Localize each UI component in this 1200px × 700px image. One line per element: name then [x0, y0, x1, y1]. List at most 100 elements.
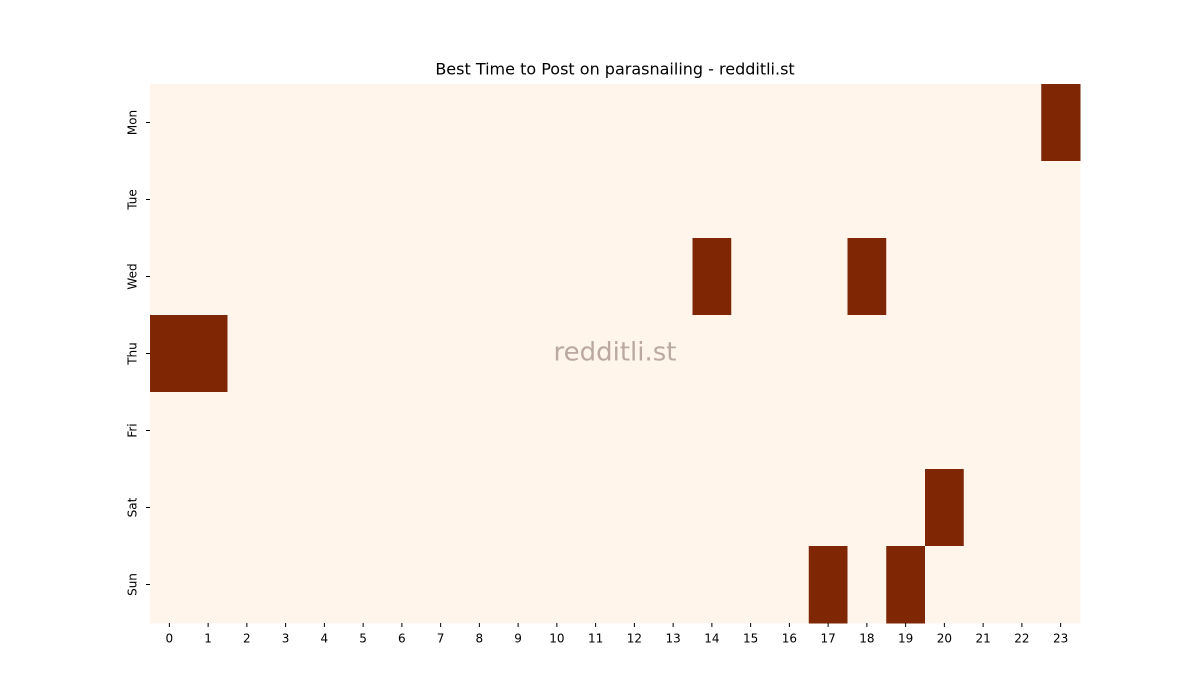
heatmap-cell: [227, 392, 267, 470]
heatmap-cell: [1002, 161, 1042, 239]
heatmap-cell: [692, 469, 732, 547]
heatmap-cell: [576, 469, 616, 547]
heatmap-cell: [498, 392, 538, 470]
heatmap-cell: [498, 315, 538, 393]
heatmap-cell: [188, 161, 228, 239]
heatmap-cell: [188, 238, 228, 316]
x-tick-label: 16: [782, 632, 797, 646]
heatmap-cell: [847, 546, 887, 624]
heatmap-cell: [1041, 469, 1081, 547]
heatmap-cell: [537, 546, 577, 624]
x-tick-label: 14: [704, 632, 719, 646]
heatmap-cell: [227, 469, 267, 547]
x-tick-label: 12: [627, 632, 642, 646]
heatmap-cell: [1002, 392, 1042, 470]
x-tick-label: 13: [665, 632, 680, 646]
heatmap-cell: [615, 238, 655, 316]
heatmap-cell: [731, 469, 771, 547]
heatmap-cell: [963, 84, 1003, 162]
heatmap-cell: [847, 315, 887, 393]
heatmap-cell: [615, 315, 655, 393]
heatmap-cell: [1041, 546, 1081, 624]
heatmap-cell: [653, 546, 693, 624]
heatmap-cell: [770, 161, 810, 239]
heatmap-cell: [537, 315, 577, 393]
heatmap-cell: [808, 392, 848, 470]
heatmap-cell: [963, 238, 1003, 316]
heatmap-cell: [653, 238, 693, 316]
heatmap-cell: [382, 238, 422, 316]
heatmap-cell: [692, 238, 732, 316]
heatmap-cell: [576, 546, 616, 624]
heatmap-cell: [731, 546, 771, 624]
watermark: redditli.st: [554, 338, 677, 368]
heatmap-cell: [227, 84, 267, 162]
y-tick-label: Sat: [126, 497, 140, 517]
heatmap-cell: [305, 161, 345, 239]
heatmap-cell: [963, 161, 1003, 239]
x-tick-label: 8: [476, 632, 484, 646]
heatmap-cell: [925, 546, 965, 624]
heatmap-cell: [188, 392, 228, 470]
heatmap-cell: [886, 84, 926, 162]
heatmap-cell: [460, 469, 500, 547]
heatmap-cell: [421, 315, 461, 393]
x-tick-label: 5: [359, 632, 367, 646]
x-tick-label: 19: [898, 632, 913, 646]
heatmap-cell: [460, 84, 500, 162]
heatmap-cell: [770, 84, 810, 162]
heatmap-cell: [382, 84, 422, 162]
heatmap-cell: [963, 315, 1003, 393]
heatmap-cell: [886, 238, 926, 316]
heatmap-cell: [460, 161, 500, 239]
heatmap-cell: [227, 315, 267, 393]
heatmap-cell: [731, 238, 771, 316]
heatmap-cell: [421, 392, 461, 470]
heatmap-cell: [925, 238, 965, 316]
chart-title: Best Time to Post on parasnailing - redd…: [435, 60, 794, 79]
heatmap-cell: [305, 84, 345, 162]
heatmap-cell: [1041, 392, 1081, 470]
heatmap-cell: [421, 546, 461, 624]
heatmap-cell: [343, 546, 383, 624]
heatmap-cell: [188, 469, 228, 547]
heatmap-cell: [925, 161, 965, 239]
heatmap-cell: [343, 84, 383, 162]
heatmap-cell: [498, 161, 538, 239]
heatmap-cell: [808, 161, 848, 239]
heatmap-cell: [770, 315, 810, 393]
heatmap-cell: [847, 392, 887, 470]
heatmap-cell: [963, 546, 1003, 624]
heatmap-cell: [266, 84, 306, 162]
x-tick-label: 18: [859, 632, 874, 646]
heatmap-cell: [653, 392, 693, 470]
heatmap-cell: [498, 238, 538, 316]
heatmap-cell: [576, 238, 616, 316]
x-tick-label: 22: [1014, 632, 1029, 646]
heatmap-cell: [343, 469, 383, 547]
heatmap-cell: [576, 161, 616, 239]
heatmap-cell: [227, 238, 267, 316]
heatmap-cell: [537, 161, 577, 239]
heatmap-cell: [498, 84, 538, 162]
heatmap-cell: [808, 546, 848, 624]
heatmap-cell: [150, 315, 190, 393]
heatmap-cell: [421, 238, 461, 316]
x-tick-label: 7: [437, 632, 445, 646]
heatmap-cell: [1041, 315, 1081, 393]
heatmap-cell: [188, 84, 228, 162]
heatmap-cell: [847, 238, 887, 316]
y-tick-label: Fri: [126, 423, 140, 437]
heatmap-cell: [460, 546, 500, 624]
heatmap-cell: [963, 392, 1003, 470]
x-tick-label: 3: [282, 632, 290, 646]
heatmap-cell: [1002, 84, 1042, 162]
heatmap-cell: [925, 84, 965, 162]
heatmap-cell: [227, 161, 267, 239]
heatmap-cell: [498, 546, 538, 624]
heatmap-cell: [886, 392, 926, 470]
heatmap-cell: [1002, 315, 1042, 393]
heatmap-cell: [1002, 546, 1042, 624]
heatmap-cell: [382, 161, 422, 239]
heatmap-cell: [1041, 84, 1081, 162]
